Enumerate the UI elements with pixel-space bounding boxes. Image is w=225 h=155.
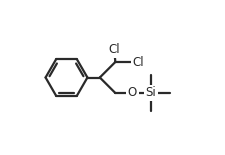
Text: Si: Si xyxy=(145,86,156,100)
Text: O: O xyxy=(127,86,136,100)
Text: Cl: Cl xyxy=(108,43,119,56)
Text: Cl: Cl xyxy=(132,55,143,69)
